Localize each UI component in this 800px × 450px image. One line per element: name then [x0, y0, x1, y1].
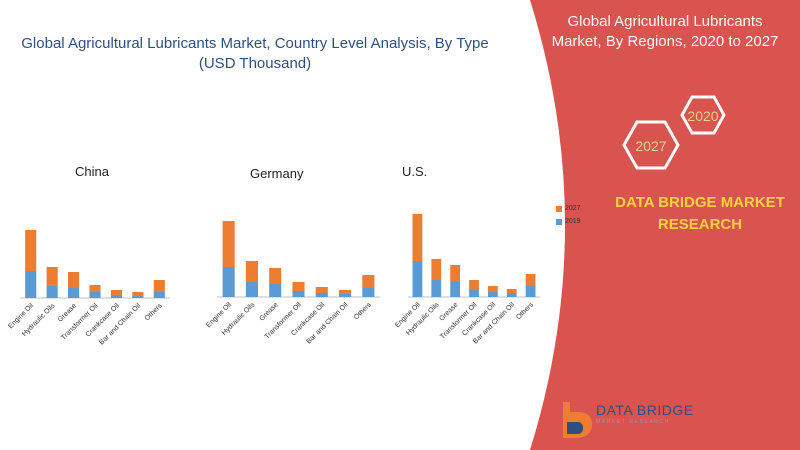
bar-us-2027-1 [431, 259, 442, 280]
chart-title-us: U.S. [402, 164, 428, 179]
data-bridge-logo-icon [563, 402, 592, 438]
bar-us-2027-4 [487, 286, 498, 292]
side-panel [530, 0, 800, 450]
bar-germany-2027-2 [269, 268, 282, 284]
bar-us-2027-6 [525, 274, 536, 286]
legend-label-2019: 2019 [565, 218, 581, 225]
bar-china-2019-0 [25, 271, 37, 298]
bar-china-2027-5 [132, 292, 144, 296]
legend-swatch-2019 [556, 219, 562, 225]
bar-china-2019-4 [110, 295, 122, 298]
bar-china-2027-4 [110, 290, 122, 295]
hex-2027-label: 2027 [635, 138, 667, 154]
logo-name: DATA BRIDGE [596, 402, 694, 418]
bar-us-2019-3 [469, 290, 479, 297]
bar-china-2027-2 [68, 272, 80, 288]
bar-us-2019-1 [431, 280, 442, 297]
hex-2020-label: 2020 [687, 108, 719, 124]
side-panel-title: Global Agricultural Lubricants Market, B… [551, 13, 779, 50]
page-title: Global Agricultural Lubricants Market, C… [21, 35, 489, 72]
brand-name: DATA BRIDGE MARKET RESEARCH [615, 194, 785, 233]
bar-germany-2019-2 [269, 284, 282, 297]
bar-us-2019-4 [487, 292, 498, 297]
bar-germany-2027-3 [292, 282, 305, 291]
bar-germany-2019-3 [292, 291, 305, 297]
bar-china-2027-1 [46, 267, 58, 286]
chart-title-china: China [75, 164, 109, 179]
bar-us-2019-6 [525, 286, 536, 297]
chart-title-germany: Germany [250, 166, 304, 181]
bar-china-2019-3 [89, 292, 101, 298]
bar-china-2027-3 [89, 285, 101, 292]
hexagon-2020-icon [680, 95, 726, 135]
bar-us-2027-3 [469, 280, 479, 290]
bar-germany-2019-5 [339, 294, 352, 297]
tick-label-us-6: Others [515, 301, 535, 321]
bar-germany-2019-4 [315, 293, 328, 297]
bar-germany-2027-5 [339, 290, 352, 294]
bar-germany-2027-0 [222, 221, 235, 267]
bar-china-2027-6 [153, 280, 165, 292]
bar-us-2027-2 [450, 265, 461, 282]
bar-us-2027-0 [412, 214, 423, 261]
bar-us-2019-0 [412, 261, 423, 297]
bar-germany-2019-1 [245, 282, 258, 297]
bar-germany-2027-1 [245, 261, 258, 282]
bar-germany-2019-0 [222, 267, 235, 297]
hexagon-2027-icon [622, 120, 680, 170]
tick-label-china-5: Bar and Chain Oil [98, 302, 142, 346]
legend-swatch-2027 [556, 206, 562, 212]
bar-china-2019-6 [153, 292, 165, 298]
bar-us-2019-5 [506, 293, 517, 297]
tick-label-germany-2: Grease [258, 301, 279, 322]
bar-china-2027-0 [25, 230, 37, 271]
bar-china-2019-2 [68, 288, 80, 298]
tick-label-germany-6: Others [353, 301, 373, 321]
bar-germany-2027-4 [315, 287, 328, 293]
bar-us-2019-2 [450, 282, 461, 297]
bar-china-2019-5 [132, 296, 144, 298]
bar-germany-2027-6 [362, 275, 375, 288]
bar-us-2027-5 [506, 289, 517, 293]
bar-china-2019-1 [46, 286, 58, 298]
logo-tagline: MARKET RESEARCH [596, 419, 670, 425]
tick-label-china-2: Grease [57, 302, 78, 323]
bar-germany-2019-6 [362, 288, 375, 297]
tick-label-germany-5: Bar and Chain Oil [305, 301, 349, 345]
legend-label-2027: 2027 [565, 205, 581, 212]
tick-label-china-6: Others [144, 302, 164, 322]
